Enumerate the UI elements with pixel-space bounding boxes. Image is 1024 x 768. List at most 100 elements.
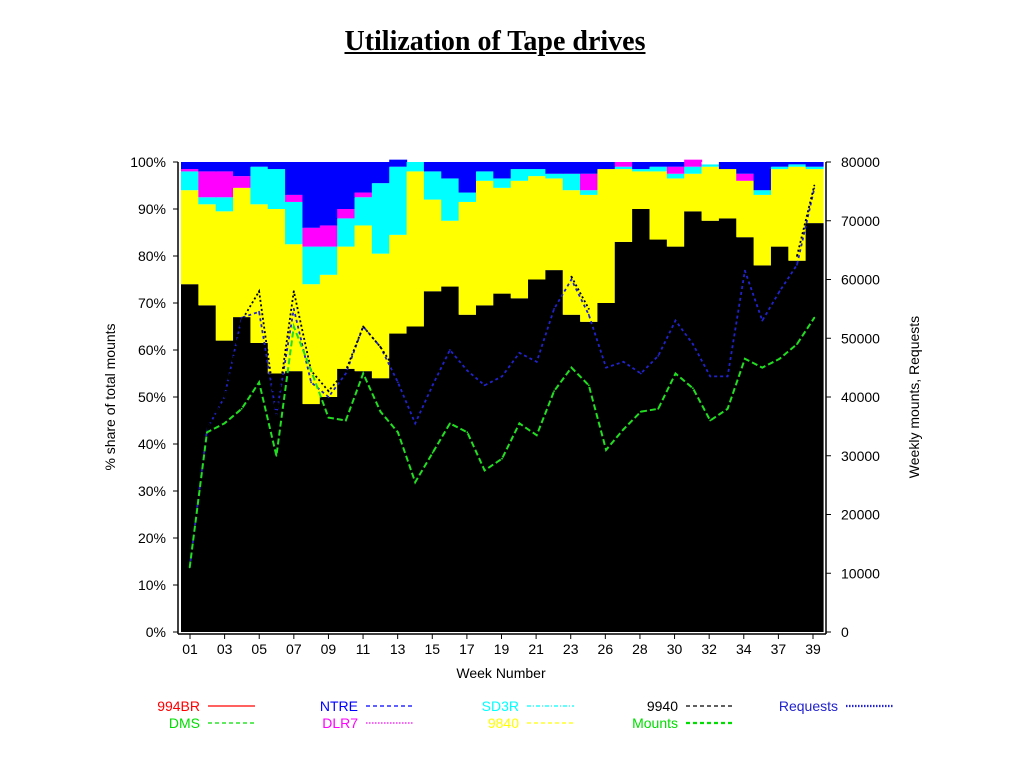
right-tick-label: 40000: [841, 389, 880, 405]
bar-segment-9940: [805, 223, 824, 632]
point-mounts: [275, 454, 278, 457]
right-tick-label: 10000: [841, 565, 880, 581]
bar-segment-ntre: [285, 162, 304, 195]
x-tick-label: 05: [251, 641, 267, 657]
right-tick-label: 0: [841, 624, 849, 640]
bar-segment-9940: [389, 333, 408, 632]
bar-segment-9840: [354, 225, 373, 372]
x-tick-label: 26: [598, 641, 614, 657]
line-series: [188, 184, 816, 569]
point-requests: [397, 381, 399, 384]
bar-segment-ntre: [354, 162, 373, 193]
x-tick-label: 17: [459, 641, 475, 657]
point-mounts: [414, 481, 417, 484]
point-requests: [692, 343, 694, 345]
point-requests: [744, 269, 746, 272]
point-mounts: [466, 431, 469, 434]
bar-segment-9940: [250, 342, 269, 632]
bar-segment-9840: [406, 171, 425, 327]
bar-segment-9940: [267, 373, 286, 632]
legend-label: NTRE: [320, 698, 358, 714]
bar-segment-ntre: [562, 162, 581, 174]
bar-segment-9940: [528, 279, 546, 632]
point-requests: [622, 360, 625, 363]
point-mounts: [761, 366, 764, 369]
point-requests: [483, 384, 486, 387]
bar-segment-9840: [718, 169, 737, 219]
point-requests: [501, 375, 503, 378]
bar-segment-ntre: [510, 162, 529, 170]
legend-label: 994BR: [157, 698, 200, 714]
bar-segment-9840: [649, 171, 668, 240]
bar-segment-sd3r: [198, 197, 217, 205]
legend-label: 9840: [488, 715, 519, 731]
left-tick-label: 40%: [138, 436, 166, 452]
point-requests: [778, 290, 781, 293]
bar-segment-9940: [475, 305, 494, 632]
bar-segment-9840: [181, 190, 199, 285]
bar-segment-9840: [233, 187, 251, 318]
bar-segment-sd3r: [475, 171, 494, 181]
point-requests: [535, 360, 538, 363]
bar-segment-9940: [753, 265, 772, 632]
bar-segment-sd3r: [406, 162, 425, 172]
bar-segment-sd3r: [545, 173, 564, 179]
point-requests: [587, 313, 590, 316]
bar-segment-ntre: [718, 162, 737, 170]
point-mounts: [379, 410, 382, 413]
left-tick-label: 70%: [138, 295, 166, 311]
bar-segment-ntre: [198, 162, 217, 172]
right-tick-label: 50000: [841, 330, 880, 346]
point-mounts: [657, 407, 660, 410]
bar-segment-dlr7: [302, 227, 321, 247]
point-requests: [258, 310, 260, 313]
bar-segment-9840: [458, 201, 477, 315]
legend-label: DLR7: [322, 715, 358, 731]
bar-segment-9940: [181, 284, 199, 632]
bar-segment-sd3r: [181, 171, 199, 191]
bar-segment-9840: [198, 204, 217, 306]
point-mounts: [258, 381, 260, 384]
bar-segment-sd3r: [528, 169, 546, 177]
x-tick-label: 28: [632, 641, 648, 657]
point-requests: [414, 422, 417, 425]
legend-label: SD3R: [482, 698, 519, 714]
bar-segment-ntre: [649, 162, 668, 167]
bar-segment-sd3r: [354, 197, 373, 226]
bar-segment-9840: [753, 194, 772, 266]
bar-segment-9940: [597, 303, 616, 632]
point-9940: [258, 290, 260, 293]
point-mounts: [327, 416, 330, 419]
x-tick-label: 39: [805, 641, 821, 657]
left-tick-label: 80%: [138, 248, 166, 264]
point-mounts: [639, 410, 642, 413]
bar-segment-9840: [250, 204, 269, 343]
bar-segment-9840: [597, 169, 616, 303]
legend-label: Requests: [779, 698, 838, 714]
bar-segment-9940: [580, 321, 599, 632]
point-mounts: [449, 422, 451, 425]
point-mounts: [744, 357, 746, 360]
point-requests: [310, 381, 312, 384]
bar-segment-9940: [371, 378, 390, 632]
bar-segment-9840: [423, 199, 442, 292]
bar-segment-sd3r: [215, 197, 234, 212]
x-axis-title: Week Number: [456, 665, 546, 681]
bar-segment-ntre: [423, 162, 442, 172]
bar-segment-dlr7: [614, 162, 633, 167]
point-requests: [518, 352, 521, 354]
bar-segment-9940: [423, 291, 442, 632]
bar-segment-9840: [770, 169, 789, 247]
point-mounts: [362, 372, 365, 375]
x-tick-label: 07: [286, 641, 302, 657]
legend: 994BR NTRE SD3R 9940 Requests DMS DLR7 9840 Moun…: [157, 698, 893, 731]
bar-segment-9940: [666, 246, 685, 632]
point-mounts: [397, 431, 399, 434]
point-9940: [362, 325, 365, 328]
bar-segment-ntre: [770, 162, 789, 167]
bar-segment-dlr7: [233, 176, 251, 188]
left-tick-label: 60%: [138, 342, 166, 358]
bar-segment-9840: [528, 176, 546, 280]
bar-segment-9840: [545, 178, 564, 271]
